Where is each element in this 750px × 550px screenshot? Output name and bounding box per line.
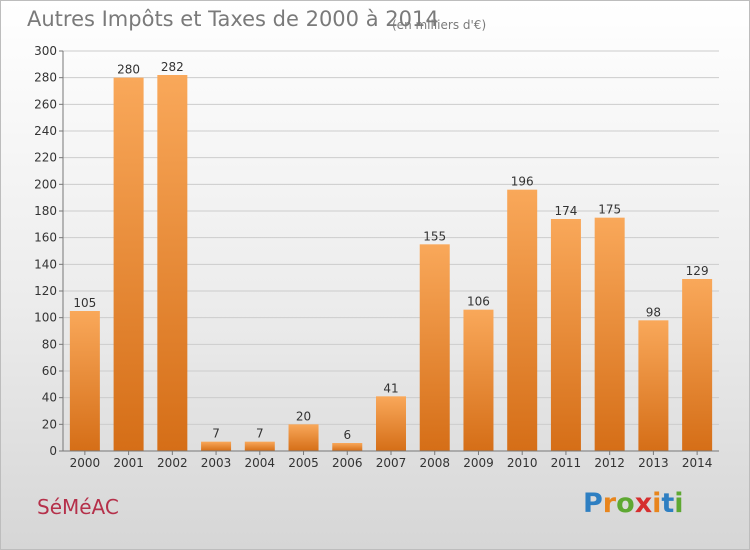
x-tick-label: 2007	[376, 456, 407, 470]
y-tick-label: 120	[34, 284, 57, 298]
bar-2014	[682, 279, 713, 451]
bar-2001	[113, 77, 144, 452]
brand-letter: P	[583, 488, 603, 519]
y-tick-label: 160	[34, 231, 57, 245]
x-tick-label: 2006	[332, 456, 363, 470]
bar-2010	[507, 189, 538, 451]
y-tick-label: 60	[42, 364, 57, 378]
x-tick-label: 2002	[157, 456, 188, 470]
x-tick-label: 2003	[201, 456, 232, 470]
data-label: 20	[296, 409, 311, 423]
y-tick-label: 280	[34, 71, 57, 85]
y-tick-label: 300	[34, 44, 57, 58]
x-tick-label: 2008	[419, 456, 450, 470]
data-label: 105	[73, 296, 96, 310]
data-label: 280	[117, 63, 140, 77]
brand-letter: r	[602, 488, 617, 519]
axes	[59, 50, 719, 455]
data-label: 196	[511, 175, 534, 189]
y-tick-label: 260	[34, 97, 57, 111]
y-tick-label: 40	[42, 391, 57, 405]
y-tick-label: 140	[34, 257, 57, 271]
commune-name: SéMéAC	[37, 495, 119, 519]
labels: 0204060801001201401601802002202402602803…	[34, 44, 712, 470]
bar-2012	[594, 217, 625, 451]
y-tick-label: 100	[34, 311, 57, 325]
brand-letter: x	[634, 488, 653, 519]
proxiti-logo: Proxiti	[583, 488, 684, 519]
brand-letter: i	[652, 488, 662, 519]
data-label: 175	[598, 203, 621, 217]
bar-2002	[157, 75, 188, 451]
bar-2008	[419, 244, 450, 451]
x-tick-label: 2009	[463, 456, 494, 470]
bar-2013	[638, 320, 669, 451]
y-tick-label: 200	[34, 177, 57, 191]
bar-2009	[463, 309, 494, 451]
data-label: 282	[161, 60, 184, 74]
x-tick-label: 2013	[638, 456, 669, 470]
data-label: 106	[467, 295, 490, 309]
x-tick-label: 2010	[507, 456, 538, 470]
bars	[69, 75, 713, 452]
data-label: 155	[423, 229, 446, 243]
y-tick-label: 80	[42, 337, 57, 351]
chart-subtitle: (en milliers d'€)	[392, 18, 487, 32]
x-tick-label: 2014	[682, 456, 713, 470]
x-tick-label: 2000	[70, 456, 101, 470]
bar-2000	[69, 311, 100, 451]
bar-2003	[201, 441, 232, 451]
bar-2004	[244, 441, 275, 451]
x-tick-label: 2005	[288, 456, 319, 470]
bar-2005	[288, 424, 319, 451]
x-tick-label: 2004	[245, 456, 276, 470]
chart-title: Autres Impôts et Taxes de 2000 à 2014	[27, 7, 439, 31]
y-tick-label: 220	[34, 151, 57, 165]
bar-2011	[550, 219, 581, 451]
brand-letter: o	[616, 488, 635, 519]
data-label: 174	[554, 204, 577, 218]
x-tick-label: 2001	[113, 456, 144, 470]
data-label: 41	[383, 381, 398, 395]
y-tick-label: 240	[34, 124, 57, 138]
data-label: 7	[256, 427, 264, 441]
bar-2007	[376, 396, 406, 451]
brand-letter: t	[661, 488, 675, 519]
bar-2006	[332, 443, 363, 451]
data-label: 98	[646, 305, 661, 319]
y-tick-label: 20	[42, 417, 57, 431]
y-tick-label: 0	[49, 444, 57, 458]
x-tick-label: 2012	[594, 456, 625, 470]
brand-letter: i	[674, 488, 684, 519]
data-label: 7	[212, 427, 220, 441]
data-label: 129	[686, 264, 709, 278]
data-label: 6	[343, 428, 351, 442]
x-tick-label: 2011	[551, 456, 582, 470]
y-tick-label: 180	[34, 204, 57, 218]
